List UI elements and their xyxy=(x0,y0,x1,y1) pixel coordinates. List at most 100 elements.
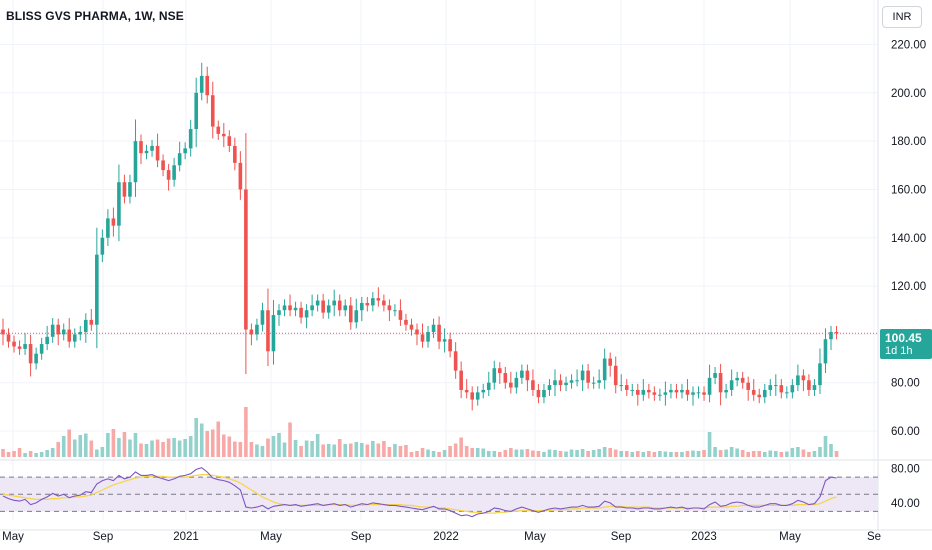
candle-body xyxy=(702,392,706,395)
candle-body xyxy=(591,382,596,384)
candle-body xyxy=(624,385,629,390)
candle-body xyxy=(161,160,165,171)
volume-bar xyxy=(785,451,789,457)
candle-body xyxy=(580,370,585,381)
candle-body xyxy=(409,324,414,330)
candle-body xyxy=(525,370,530,381)
candle-body xyxy=(470,392,474,400)
candle-body xyxy=(696,392,701,394)
candle-body xyxy=(663,392,668,395)
candle-body xyxy=(95,254,99,325)
volume-bar xyxy=(326,444,331,457)
volume-bar xyxy=(216,421,221,457)
candle-body xyxy=(807,380,811,390)
volume-bar xyxy=(829,444,833,457)
candle-body xyxy=(812,385,817,390)
candle-body xyxy=(172,165,176,180)
volume-bar xyxy=(205,431,210,457)
volume-bar xyxy=(613,449,618,457)
candle-body xyxy=(128,182,132,197)
candle-body xyxy=(779,385,784,393)
candle-body xyxy=(326,305,331,313)
candle-body xyxy=(718,373,723,393)
volume-bar xyxy=(729,447,734,457)
price-axis[interactable]: 220.00200.00180.00160.00140.00120.00100.… xyxy=(891,39,926,509)
volume-bar xyxy=(194,418,198,457)
volume-bar xyxy=(354,442,359,457)
candle-body xyxy=(56,324,60,335)
candle-body xyxy=(420,334,425,342)
volume-bar xyxy=(233,441,237,457)
time-axis[interactable]: May Sep 2021 May Sep 2022 May Sep 2023 May Se xyxy=(2,531,881,543)
candle-body xyxy=(486,382,491,390)
candle-body xyxy=(729,380,734,390)
volume-bar xyxy=(680,452,684,457)
rsi-tick-label: 80.00 xyxy=(891,464,920,476)
volume-bar xyxy=(547,449,552,457)
volume-bar xyxy=(437,452,441,457)
candle-body xyxy=(139,141,143,154)
candle-body xyxy=(155,145,160,161)
candle-body xyxy=(67,329,72,342)
volume-bar xyxy=(459,437,463,457)
candle-body xyxy=(558,380,563,386)
candle-body xyxy=(569,380,574,383)
time-tick-label: Sep xyxy=(351,531,371,543)
volume-bar xyxy=(514,449,519,457)
candle-body xyxy=(122,182,127,197)
candle-body xyxy=(464,389,469,393)
volume-bars xyxy=(1,407,839,457)
candle-body xyxy=(72,334,77,342)
volume-bar xyxy=(404,445,408,457)
volume-bar xyxy=(144,444,149,457)
candle-body xyxy=(630,389,635,391)
candle-body xyxy=(658,394,662,396)
candle-body xyxy=(597,380,601,383)
candle-body xyxy=(431,324,436,332)
candle-body xyxy=(106,218,110,238)
volume-bar xyxy=(150,440,154,457)
volume-bar xyxy=(28,451,33,457)
candle-body xyxy=(636,389,640,395)
volume-bar xyxy=(337,439,342,457)
candle-body xyxy=(547,385,552,390)
volume-bar xyxy=(597,449,601,457)
volume-bar xyxy=(122,432,127,457)
volume-bar xyxy=(509,448,513,457)
volume-bar xyxy=(481,448,486,457)
candle-body xyxy=(415,329,419,335)
volume-bar xyxy=(624,451,629,457)
volume-bar xyxy=(663,451,668,457)
volume-bar xyxy=(486,451,491,457)
candle-body xyxy=(619,385,624,387)
volume-bar xyxy=(12,451,16,457)
candle-body xyxy=(337,300,342,311)
time-tick-label: Se xyxy=(867,531,881,543)
candle-body xyxy=(746,382,750,390)
candle-body xyxy=(227,136,232,146)
candle-body xyxy=(61,329,66,335)
volume-bar xyxy=(266,438,270,457)
volume-bar xyxy=(591,450,596,457)
volume-bar xyxy=(702,450,706,457)
candle-body xyxy=(100,237,105,255)
volume-bar xyxy=(542,452,546,457)
candle-body xyxy=(757,394,762,398)
volume-bar xyxy=(569,449,574,457)
candle-body xyxy=(713,373,717,378)
candle-body xyxy=(17,346,22,349)
candle-body xyxy=(354,310,359,323)
candle-body xyxy=(602,358,607,381)
volume-bar xyxy=(222,434,226,457)
volume-bar xyxy=(238,442,243,457)
candle-body xyxy=(150,145,154,151)
volume-bar xyxy=(332,444,336,457)
volume-bar xyxy=(360,443,364,457)
volume-bar xyxy=(564,451,568,457)
rsi-tick-label: 40.00 xyxy=(891,498,920,510)
volume-bar xyxy=(707,432,712,457)
currency-button[interactable]: INR xyxy=(882,6,922,28)
volume-bar xyxy=(580,449,585,457)
volume-bar xyxy=(244,407,248,457)
